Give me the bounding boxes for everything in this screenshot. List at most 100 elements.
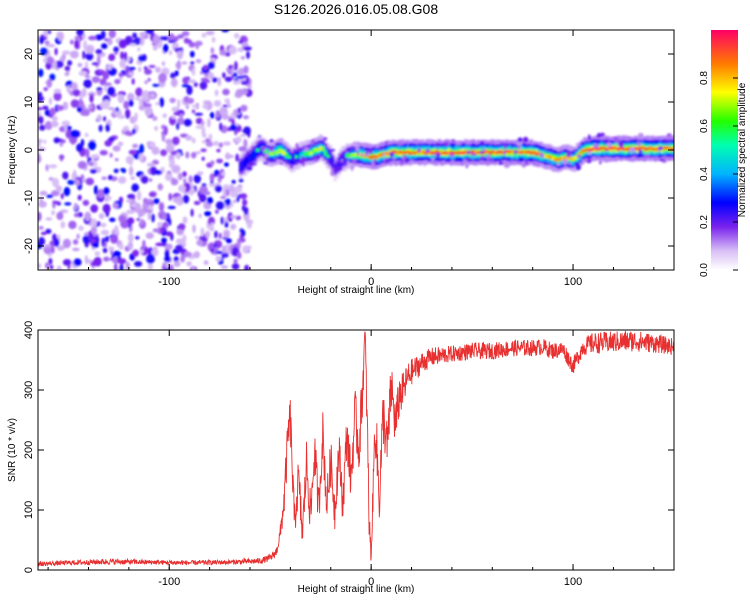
spectrogram-noise-cell <box>38 115 44 125</box>
spectrogram-halo-cell <box>661 160 667 163</box>
spectrogram-noise-cell <box>101 176 107 180</box>
spectrogram-noise-cell <box>92 242 99 248</box>
spectrogram-ridge-cell <box>583 149 587 153</box>
spectrogram-noise-cell <box>123 51 128 61</box>
spectrogram-noise-cell <box>102 71 110 80</box>
spectrogram-halo-cell <box>279 162 284 165</box>
spectrogram-noise-cell <box>182 194 190 204</box>
spectrogram-ridge-cell <box>570 157 575 161</box>
spectrogram-noise-cell <box>128 72 135 76</box>
spectrogram-ridge-cell <box>464 150 468 154</box>
spectrogram-ridge-cell <box>362 154 367 158</box>
spectrogram-halo-cell <box>599 132 605 137</box>
spectrogram-halo-cell <box>352 159 357 165</box>
spectrogram-noise-cell <box>155 66 161 73</box>
spectrogram-noise-cell <box>178 223 186 230</box>
spectrogram-noise-cell <box>154 125 159 131</box>
spectrogram-halo-cell <box>664 140 671 145</box>
spectrogram-noise-cell <box>62 238 71 249</box>
spectrogram-y-tick-label: 10 <box>23 96 35 108</box>
spectrogram-noise-cell <box>200 227 205 237</box>
snr-ticks: -100 0 100 0 100 200 300 400 <box>23 321 674 588</box>
spectrogram-noise-cell <box>236 251 242 259</box>
spectrogram-noise-cell <box>147 77 151 82</box>
spectrogram-halo-cell <box>246 151 249 157</box>
spectrogram-halo-cell <box>583 159 588 163</box>
spectrogram-noise-cell <box>113 225 119 236</box>
spectrogram-noise-cell <box>224 98 229 104</box>
spectrogram-halo-cell <box>313 158 318 162</box>
spectrogram-ridge-cell <box>476 150 480 154</box>
spectrogram-ridge-cell <box>394 150 398 154</box>
spectrogram-noise-cell <box>85 52 94 61</box>
spectrogram-ridge-cell <box>418 150 422 154</box>
spectrogram-noise-cell <box>91 62 99 66</box>
spectrogram-noise-cell <box>73 169 77 177</box>
spectrogram-noise-cell <box>73 202 78 211</box>
spectrogram-noise-cell <box>173 47 183 52</box>
spectrogram-noise-cell <box>45 164 49 172</box>
spectrogram-noise-cell <box>165 243 173 250</box>
spectrogram-halo-cell <box>368 148 373 155</box>
spectrogram-ridge-cell <box>568 156 572 160</box>
spectrogram-noise-cell <box>120 51 124 60</box>
spectrogram-ridge-cell <box>553 158 558 162</box>
spectrogram-noise-cell <box>220 171 225 177</box>
spectrogram-noise-cell <box>85 177 95 186</box>
spectrogram-ridge-cell <box>520 150 524 154</box>
spectrogram-halo-cell <box>379 147 383 151</box>
spectrogram-noise-cell <box>210 248 215 253</box>
spectrogram-halo-cell <box>347 160 350 166</box>
spectrogram-noise-cell <box>179 113 184 118</box>
spectrogram-halo-cell <box>597 132 601 138</box>
spectrogram-noise-cell <box>131 183 139 192</box>
spectrogram-noise-cell <box>193 82 198 87</box>
spectrogram-halo-cell <box>434 143 441 147</box>
spectrogram-noise-cell <box>233 258 238 264</box>
spectrogram-noise-cell <box>152 115 158 121</box>
spectrogram-noise-cell <box>182 234 187 243</box>
spectrogram-noise-cell <box>217 76 222 87</box>
spectrogram-noise-cell <box>134 112 138 122</box>
spectrogram-halo-cell <box>303 147 310 152</box>
spectrogram-noise-cell <box>193 174 201 184</box>
spectrogram-noise-cell <box>88 35 97 41</box>
spectrogram-noise-cell <box>139 249 144 254</box>
spectrogram-noise-cell <box>63 186 71 197</box>
spectrogram-noise-cell <box>89 93 94 103</box>
spectrogram-ridge-cell <box>672 147 674 151</box>
spectrogram-noise-cell <box>49 73 56 81</box>
snr-series-line <box>38 330 674 567</box>
spectrogram-ridge-cell <box>488 151 493 155</box>
spectrogram-ridge-cell <box>592 147 597 150</box>
spectrogram-ridge-cell <box>498 150 502 154</box>
spectrogram-noise-cell <box>205 230 210 238</box>
spectrogram-noise-cell <box>139 218 144 226</box>
spectrogram-noise-cell <box>99 150 108 156</box>
spectrogram-halo-cell <box>402 156 405 160</box>
spectrogram-x-tick-label: -100 <box>158 276 180 288</box>
spectrogram-noise-cell <box>168 192 172 201</box>
spectrogram-noise-cell <box>61 50 71 55</box>
spectrogram-ridge-cell <box>452 151 456 155</box>
spectrogram-noise-cell <box>211 36 216 43</box>
spectrogram-noise-cell <box>118 176 127 184</box>
spectrogram-noise-cell <box>241 205 246 212</box>
spectrogram-noise-cell <box>162 43 169 53</box>
spectrogram-noise-cell <box>129 43 137 47</box>
spectrogram-noise-cell <box>38 211 42 222</box>
spectrogram-halo-cell <box>430 158 436 161</box>
spectrogram-noise-cell <box>234 33 240 39</box>
spectrogram-noise-cell <box>124 130 132 136</box>
spectrogram-halo-cell <box>450 153 454 158</box>
spectrogram-noise-cell <box>210 222 214 231</box>
spectrogram-noise-cell <box>136 218 140 221</box>
spectrogram-noise-cell <box>228 65 233 69</box>
spectrogram-noise-cell <box>125 109 131 119</box>
spectrogram-noise-cell <box>182 76 190 84</box>
spectrogram-noise-cell <box>128 99 134 107</box>
spectrogram-noise-cell <box>200 71 204 75</box>
spectrogram-halo-cell <box>382 153 386 157</box>
spectrogram-noise-cell <box>147 263 153 270</box>
